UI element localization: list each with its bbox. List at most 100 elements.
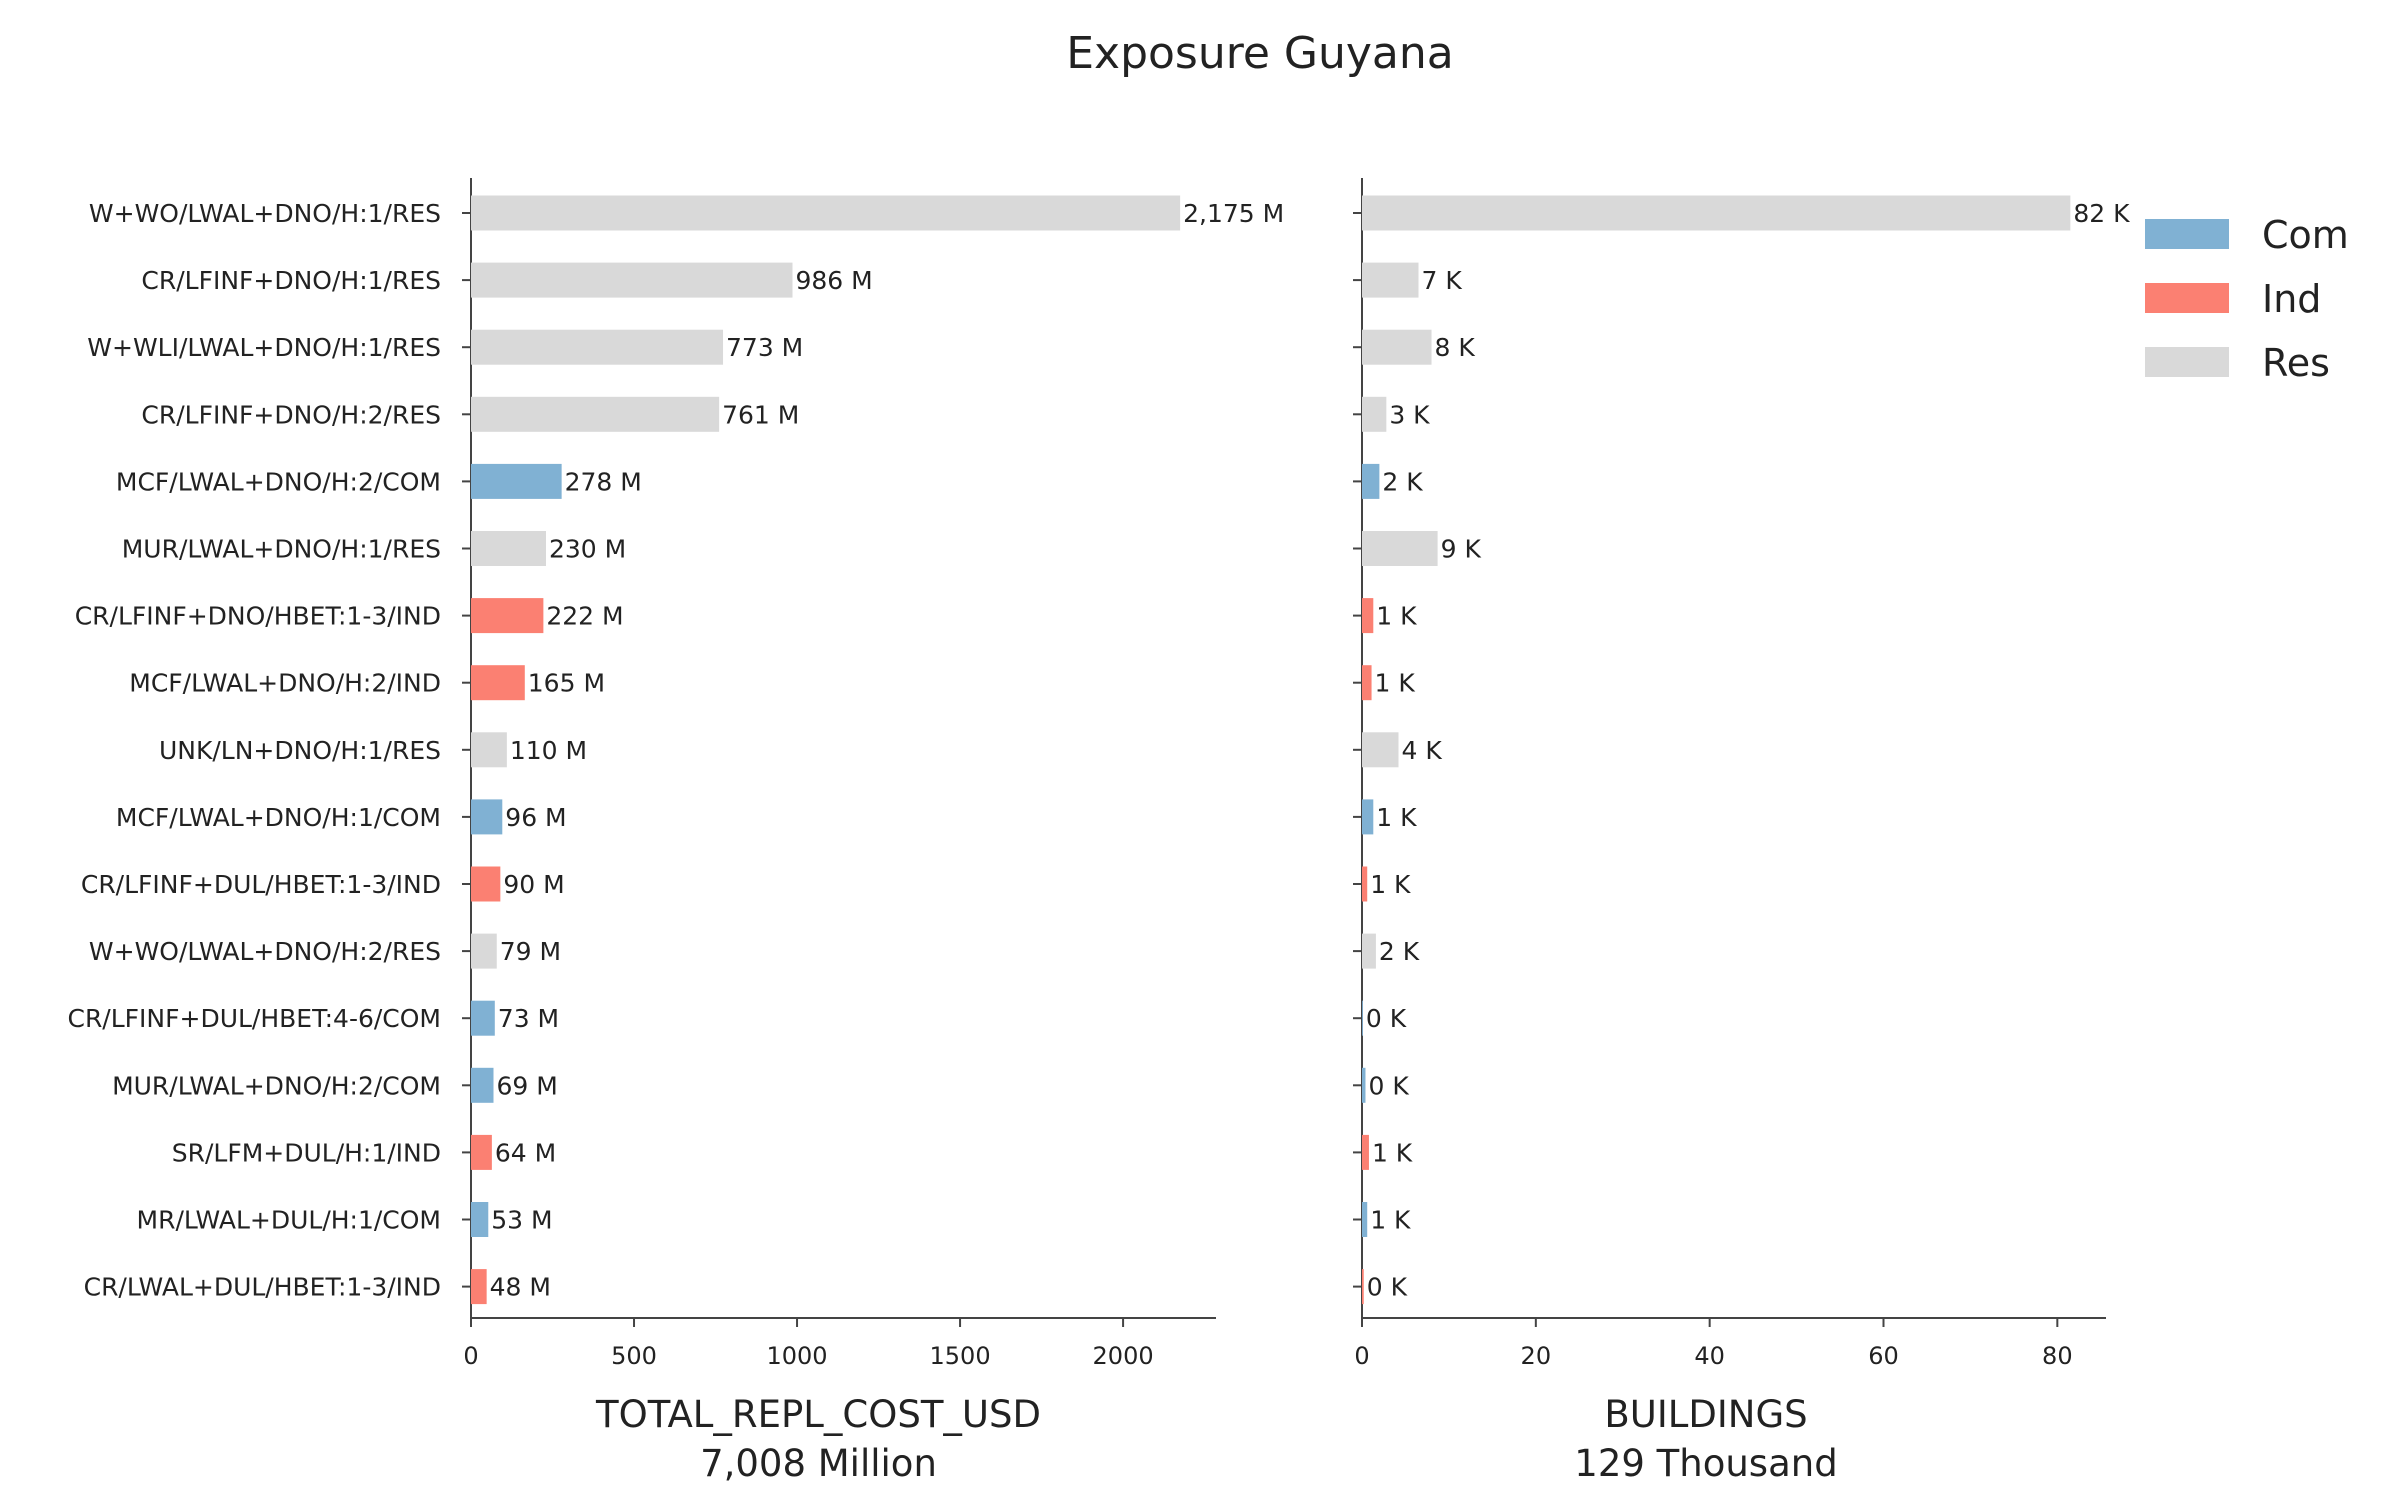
bar-value-label: 1 K: [1376, 602, 1417, 631]
bar-value-label: 230 M: [549, 535, 626, 564]
bar-ind: [1362, 866, 1368, 902]
category-label: W+WLI/LWAL+DNO/H:1/RES: [87, 333, 441, 362]
bar-value-label: 110 M: [510, 736, 587, 765]
category-label: CR/LFINF+DNO/HBET:1-3/IND: [75, 602, 441, 631]
category-label: CR/LFINF+DNO/H:2/RES: [141, 400, 441, 429]
x-tick-label: 500: [611, 1342, 657, 1370]
bar-com: [471, 1067, 494, 1103]
panel-buildings: 82 K 7 K 8 K 3 K 2 K 9 K 1 K 1 K 4 K 1 K 1 K 2 K 0 K…: [1353, 178, 2130, 1485]
bar-value-label: 165 M: [528, 669, 605, 698]
x-axis-title: BUILDINGS: [1604, 1393, 1807, 1436]
bar-ind: [1362, 1269, 1364, 1305]
bar-res: [1362, 396, 1387, 432]
category-label: CR/LWAL+DUL/HBET:1-3/IND: [84, 1273, 441, 1302]
category-label: CR/LFINF+DNO/H:1/RES: [141, 266, 441, 295]
legend-label: Com: [2262, 213, 2349, 257]
bar-ind: [1362, 598, 1374, 634]
chart-title: Exposure Guyana: [1066, 28, 1454, 79]
bar-value-label: 48 M: [490, 1273, 551, 1302]
x-tick-label: 20: [1521, 1342, 1552, 1370]
category-label: CR/LFINF+DUL/HBET:1-3/IND: [81, 870, 441, 899]
category-label: MCF/LWAL+DNO/H:2/COM: [116, 467, 441, 496]
bar-value-label: 53 M: [491, 1206, 552, 1235]
bar-ind: [471, 665, 525, 701]
category-label: MCF/LWAL+DNO/H:1/COM: [116, 803, 441, 832]
bar-value-label: 0 K: [1368, 1071, 1409, 1100]
legend-swatch-res: [2145, 347, 2229, 377]
bar-res: [1362, 933, 1376, 969]
bar-ind: [471, 866, 501, 902]
bar-value-label: 1 K: [1372, 1138, 1413, 1167]
bar-res: [1362, 732, 1399, 768]
category-label: UNK/LN+DNO/H:1/RES: [159, 736, 441, 765]
bar-com: [1362, 799, 1374, 835]
category-label: W+WO/LWAL+DNO/H:1/RES: [89, 199, 441, 228]
bar-ind: [1362, 665, 1372, 701]
bar-value-label: 222 M: [546, 602, 623, 631]
bar-com: [471, 1202, 489, 1237]
bar-com: [1362, 463, 1380, 499]
x-tick-label: 80: [2042, 1342, 2073, 1370]
bar-res: [1362, 329, 1432, 365]
x-tick-label: 0: [463, 1342, 478, 1370]
bar-res: [1362, 262, 1419, 298]
bar-value-label: 8 K: [1435, 333, 1476, 362]
bar-res: [1362, 531, 1438, 566]
bar-com: [1362, 1000, 1363, 1036]
bar-value-label: 90 M: [503, 870, 564, 899]
x-axis-subtitle: 7,008 Million: [700, 1442, 937, 1485]
bar-com: [471, 463, 562, 499]
x-tick-label: 2000: [1093, 1342, 1154, 1370]
bar-res: [471, 732, 507, 768]
bar-value-label: 2,175 M: [1183, 199, 1284, 228]
panel-replacement-cost: 2,175 M W+WO/LWAL+DNO/H:1/RES 986 M CR/LFIN…: [67, 178, 1284, 1485]
bar-value-label: 79 M: [500, 937, 561, 966]
bar-value-label: 4 K: [1402, 736, 1443, 765]
bar-value-label: 73 M: [498, 1004, 559, 1033]
bar-com: [471, 799, 503, 835]
bar-value-label: 1 K: [1375, 669, 1416, 698]
x-tick-label: 40: [1694, 1342, 1725, 1370]
bar-res: [1362, 195, 2071, 231]
legend-label: Ind: [2262, 277, 2321, 321]
bar-value-label: 0 K: [1367, 1273, 1408, 1302]
category-label: MUR/LWAL+DNO/H:2/COM: [112, 1071, 441, 1100]
bar-com: [1362, 1202, 1368, 1237]
bar-value-label: 0 K: [1366, 1004, 1407, 1033]
bar-com: [471, 1000, 495, 1036]
bar-res: [471, 933, 497, 969]
category-label: MUR/LWAL+DNO/H:1/RES: [122, 535, 441, 564]
bar-value-label: 986 M: [795, 266, 872, 295]
bar-value-label: 9 K: [1441, 535, 1482, 564]
bar-res: [471, 195, 1181, 231]
bar-value-label: 761 M: [722, 400, 799, 429]
legend: Com Ind Res: [2145, 213, 2349, 385]
legend-swatch-com: [2145, 219, 2229, 249]
category-label: W+WO/LWAL+DNO/H:2/RES: [89, 937, 441, 966]
category-label: SR/LFM+DUL/H:1/IND: [172, 1138, 441, 1167]
bar-res: [471, 262, 793, 298]
x-axis-title: TOTAL_REPL_COST_USD: [595, 1393, 1041, 1436]
category-label: MCF/LWAL+DNO/H:2/IND: [129, 669, 441, 698]
bar-value-label: 1 K: [1376, 803, 1417, 832]
bar-value-label: 96 M: [505, 803, 566, 832]
bar-ind: [471, 1269, 487, 1305]
x-axis-subtitle: 129 Thousand: [1574, 1442, 1837, 1485]
bar-ind: [1362, 1134, 1369, 1170]
x-tick-label: 1500: [930, 1342, 991, 1370]
bar-value-label: 2 K: [1382, 467, 1423, 496]
bar-com: [1362, 1067, 1366, 1103]
bar-res: [471, 396, 720, 432]
legend-swatch-ind: [2145, 283, 2229, 313]
x-tick-label: 0: [1354, 1342, 1369, 1370]
bar-value-label: 3 K: [1389, 400, 1430, 429]
bar-ind: [471, 1134, 492, 1170]
legend-label: Res: [2262, 341, 2330, 385]
bar-value-label: 773 M: [726, 333, 803, 362]
category-label: MR/LWAL+DUL/H:1/COM: [137, 1206, 441, 1235]
category-label: CR/LFINF+DUL/HBET:4-6/COM: [67, 1004, 441, 1033]
bar-ind: [471, 598, 544, 634]
bar-res: [471, 329, 724, 365]
bar-res: [471, 531, 546, 566]
